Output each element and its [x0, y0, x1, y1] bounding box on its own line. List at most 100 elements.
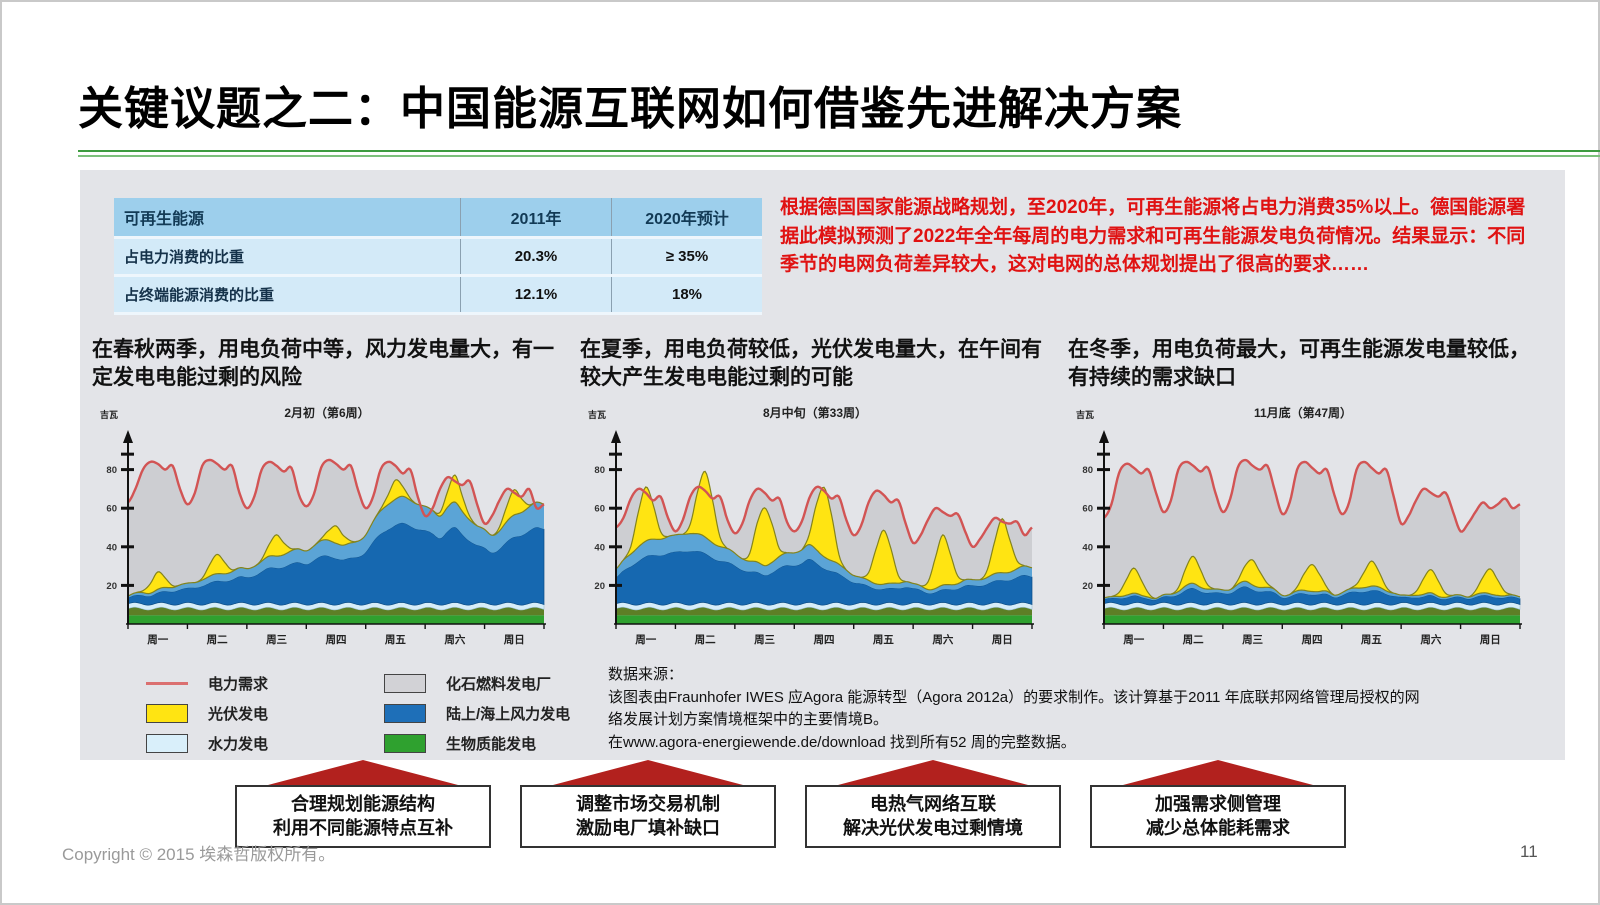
legend-item-biomass: 生物质能发电 — [384, 733, 714, 754]
source-line: 在www.agora-energiewende.de/download 找到所有… — [608, 733, 1076, 751]
legend-item-wind: 陆上/海上风力发电 — [384, 703, 714, 724]
action-box: 调整市场交易机制 激励电厂填补缺口 — [520, 785, 776, 848]
arrow-up-icon — [838, 760, 1028, 785]
svg-text:周六: 周六 — [1420, 633, 1442, 646]
row-value-2011: 20.3% — [460, 237, 612, 277]
legend-label: 陆上/海上风力发电 — [446, 706, 571, 723]
svg-text:周三: 周三 — [754, 634, 776, 646]
weekly-load-chart-winter: 20 40 60 80 周一 周二 周三 周四 周五 周六 周日 — [1082, 430, 1522, 646]
weekly-load-chart-summer: 20 40 60 80 周一 周二 周三 周四 周五 周六 周日 — [594, 430, 1034, 646]
chart-header: 吉瓦 2月初（第6周） — [92, 402, 562, 426]
content-panel: 可再生能源 2011年 2020年预计 占电力消费的比重 20.3% ≥ 35%… — [80, 170, 1565, 760]
wind-swatch — [384, 704, 426, 723]
svg-text:周五: 周五 — [873, 634, 894, 646]
action-line: 电热气网络互联 — [870, 794, 996, 814]
svg-text:20: 20 — [1082, 581, 1093, 592]
title-divider — [78, 150, 1600, 157]
fossil-swatch — [384, 674, 426, 693]
svg-text:60: 60 — [106, 504, 117, 515]
intro-paragraph: 根据德国国家能源战略规划，至2020年，可再生能源将占电力消费35%以上。德国能… — [780, 197, 1526, 275]
svg-text:周四: 周四 — [326, 634, 347, 646]
row-label: 占电力消费的比重 — [114, 237, 461, 277]
chart-legend: 电力需求 化石燃料发电厂 光伏发电 陆上/海上风力发电 水力发电 生物质能发电 — [146, 673, 714, 754]
svg-text:周六: 周六 — [444, 633, 465, 646]
row-value-2020: ≥ 35% — [611, 237, 762, 277]
chart-caption: 在春秋两季，用电负荷中等，风力发电量大，有一定发电电能过剩的风险 — [92, 338, 554, 390]
svg-text:周四: 周四 — [814, 634, 835, 646]
svg-text:周二: 周二 — [1183, 634, 1205, 646]
arrow-up-icon — [553, 760, 743, 785]
table-header-2020: 2020年预计 — [611, 198, 762, 239]
svg-text:周二: 周二 — [207, 634, 228, 646]
action-market-mechanism: 调整市场交易机制 激励电厂填补缺口 — [520, 760, 776, 848]
action-line: 激励电厂填补缺口 — [576, 818, 720, 839]
svg-text:20: 20 — [106, 581, 117, 592]
svg-text:周一: 周一 — [147, 634, 168, 646]
action-line: 解决光伏发电过剩情境 — [843, 818, 1023, 839]
legend-item-hydro: 水力发电 — [146, 733, 384, 754]
svg-text:周一: 周一 — [635, 634, 656, 646]
table-header-row: 可再生能源 2011年 2020年预计 — [114, 198, 762, 239]
svg-text:周三: 周三 — [266, 634, 287, 646]
page-number: 11 — [1520, 842, 1538, 861]
action-line: 减少总体能耗需求 — [1146, 818, 1290, 839]
svg-text:周二: 周二 — [695, 634, 716, 646]
chart-section-winter: 在冬季，用电负荷最大，可再生能源发电量较低，有持续的需求缺口 吉瓦 11月底（第… — [1068, 336, 1538, 658]
svg-text:周五: 周五 — [385, 634, 406, 646]
legend-item-fossil: 化石燃料发电厂 — [384, 673, 714, 694]
chart-header: 吉瓦 11月底（第47周） — [1068, 402, 1538, 426]
table-row: 占终端能源消费的比重 12.1% 18% — [114, 275, 762, 315]
action-energy-structure: 合理规划能源结构 利用不同能源特点互补 — [235, 760, 491, 848]
legend-label: 化石燃料发电厂 — [446, 676, 552, 693]
action-line: 调整市场交易机制 — [576, 794, 720, 814]
svg-text:20: 20 — [594, 581, 605, 592]
svg-text:80: 80 — [106, 465, 117, 476]
chart-section-summer: 在夏季，用电负荷较低，光伏发电量大，在午间有较大产生发电电能过剩的可能 吉瓦 8… — [580, 336, 1050, 658]
svg-text:40: 40 — [594, 542, 605, 553]
chart-section-spring: 在春秋两季，用电负荷中等，风力发电量大，有一定发电电能过剩的风险 吉瓦 2月初（… — [92, 336, 562, 658]
svg-text:周日: 周日 — [992, 634, 1013, 646]
legend-label: 光伏发电 — [208, 706, 269, 723]
copyright-text: Copyright © 2015 埃森哲版权所有。 — [62, 845, 336, 864]
row-label: 占终端能源消费的比重 — [114, 275, 461, 315]
table-header-2011: 2011年 — [460, 198, 612, 239]
hydro-swatch — [146, 734, 188, 753]
chart-title: 2月初（第6周） — [284, 406, 370, 420]
action-box: 合理规划能源结构 利用不同能源特点互补 — [235, 785, 491, 848]
svg-text:40: 40 — [106, 542, 117, 553]
chart-title: 8月中旬（第33周） — [762, 406, 868, 420]
source-line: 该图表由Fraunhofer IWES 应Agora 能源转型（Agora 20… — [608, 688, 1420, 729]
weekly-load-chart-spring: 20 40 60 80 周一 周二 周三 周四 周五 周六 周日 — [106, 430, 546, 646]
legend-item-demand: 电力需求 — [146, 673, 384, 694]
table-row: 占电力消费的比重 20.3% ≥ 35% — [114, 237, 762, 277]
svg-text:80: 80 — [1082, 465, 1093, 476]
y-axis-unit-label: 吉瓦 — [588, 410, 607, 420]
y-axis-unit-label: 吉瓦 — [1076, 410, 1095, 420]
arrow-up-icon — [268, 760, 458, 785]
action-box: 加强需求侧管理 减少总体能耗需求 — [1090, 785, 1346, 848]
svg-text:周日: 周日 — [504, 634, 525, 646]
source-heading: 数据来源： — [608, 666, 684, 683]
legend-item-solar: 光伏发电 — [146, 703, 384, 724]
action-line: 加强需求侧管理 — [1155, 794, 1281, 814]
svg-text:周六: 周六 — [932, 633, 953, 646]
svg-text:周三: 周三 — [1242, 634, 1264, 646]
row-value-2011: 12.1% — [460, 275, 612, 315]
solar-swatch — [146, 704, 188, 723]
legend-label: 生物质能发电 — [446, 736, 537, 753]
svg-text:40: 40 — [1082, 542, 1093, 553]
chart-caption: 在冬季，用电负荷最大，可再生能源发电量较低，有持续的需求缺口 — [1068, 338, 1530, 390]
page-title: 关键议题之二：中国能源互联网如何借鉴先进解决方案 — [78, 83, 1183, 134]
chart-header: 吉瓦 8月中旬（第33周） — [580, 402, 1050, 426]
action-network-interconnection: 电热气网络互联 解决光伏发电过剩情境 — [805, 760, 1061, 848]
action-line: 合理规划能源结构 — [291, 794, 435, 814]
renewables-table: 可再生能源 2011年 2020年预计 占电力消费的比重 20.3% ≥ 35%… — [114, 198, 762, 315]
table-header-renewables: 可再生能源 — [114, 198, 461, 239]
chart-caption: 在夏季，用电负荷较低，光伏发电量大，在午间有较大产生发电电能过剩的可能 — [580, 338, 1042, 390]
svg-text:60: 60 — [594, 504, 605, 515]
svg-text:周一: 周一 — [1123, 634, 1145, 646]
svg-text:60: 60 — [1082, 504, 1093, 515]
legend-label: 电力需求 — [208, 676, 269, 693]
action-demand-side: 加强需求侧管理 减少总体能耗需求 — [1090, 760, 1346, 848]
svg-text:周四: 周四 — [1302, 634, 1323, 646]
